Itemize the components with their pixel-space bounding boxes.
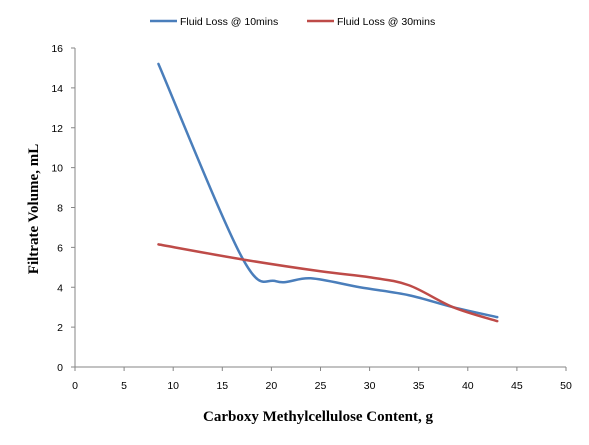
x-tick-label: 35 bbox=[413, 380, 425, 392]
x-tick-label: 0 bbox=[72, 380, 78, 392]
series-layer bbox=[157, 62, 499, 323]
x-tick-label: 10 bbox=[167, 380, 179, 392]
y-axis-title: Filtrate Volume, mL bbox=[26, 144, 42, 274]
y-tick-label: 16 bbox=[51, 43, 63, 55]
y-tick-label: 2 bbox=[57, 322, 63, 334]
x-axis-title: Carboxy Methylcellulose Content, g bbox=[203, 409, 433, 425]
x-tick-label: 45 bbox=[511, 380, 523, 392]
x-tick-label: 25 bbox=[315, 380, 327, 392]
legend-label-series-2: Fluid Loss @ 30mins bbox=[337, 16, 435, 28]
series-line-1 bbox=[157, 62, 499, 319]
x-tick-label: 5 bbox=[121, 380, 127, 392]
x-tick-label: 40 bbox=[462, 380, 474, 392]
y-tick-label: 10 bbox=[51, 163, 63, 175]
y-axis-ticks: 0 2 4 6 8 10 12 14 16 bbox=[51, 43, 75, 374]
x-axis-ticks: 0 5 10 15 20 25 30 35 40 45 50 bbox=[72, 367, 572, 392]
x-tick-label: 30 bbox=[364, 380, 376, 392]
legend: Fluid Loss @ 10mins Fluid Loss @ 30mins bbox=[150, 16, 435, 28]
legend-label-series-1: Fluid Loss @ 10mins bbox=[180, 16, 278, 28]
y-tick-label: 0 bbox=[57, 362, 63, 374]
x-tick-label: 15 bbox=[216, 380, 228, 392]
y-tick-label: 6 bbox=[57, 242, 63, 254]
x-tick-label: 50 bbox=[560, 380, 572, 392]
series-line-2 bbox=[157, 243, 499, 323]
y-tick-label: 8 bbox=[57, 203, 63, 215]
y-tick-label: 4 bbox=[57, 282, 63, 294]
y-tick-label: 12 bbox=[51, 123, 63, 135]
x-tick-label: 20 bbox=[266, 380, 278, 392]
y-tick-label: 14 bbox=[51, 83, 63, 95]
